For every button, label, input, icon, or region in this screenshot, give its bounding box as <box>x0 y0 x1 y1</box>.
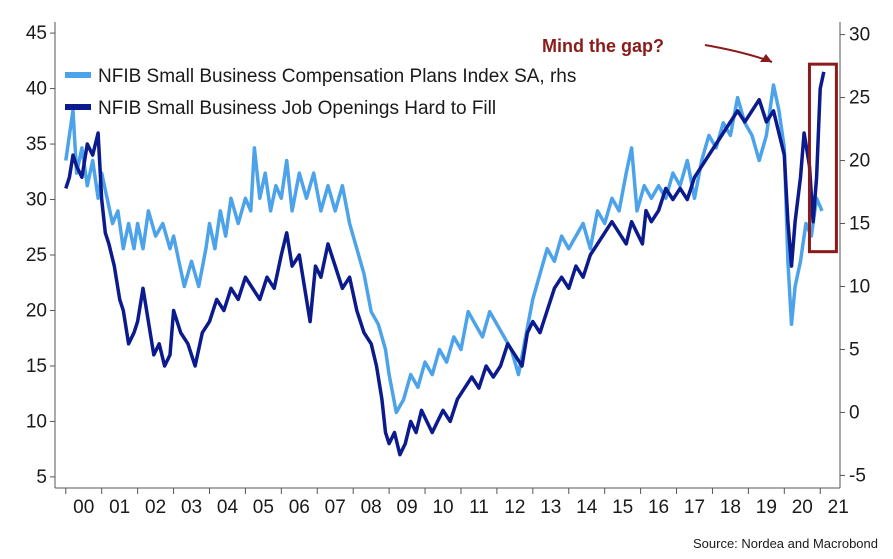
left-tick-label: 30 <box>26 190 47 211</box>
annotation: Mind the gap? <box>542 36 838 254</box>
left-tick-label: 15 <box>26 356 47 377</box>
right-axis: -5 0 5 10 15 20 25 30 <box>839 22 870 488</box>
source-note: Source: Nordea and Macrobond <box>693 536 878 551</box>
right-tick-label: -5 <box>849 465 866 486</box>
x-tick-label: 09 <box>397 497 418 518</box>
left-tick-label: 20 <box>26 300 47 321</box>
legend-label-compensation: NFIB Small Business Compensation Plans I… <box>98 66 576 87</box>
annotation-arrowhead <box>760 54 772 62</box>
x-tick-label: 02 <box>145 497 166 518</box>
series-line-compensation <box>64 83 824 415</box>
x-tick-label: 14 <box>576 497 598 518</box>
x-tick-label: 12 <box>504 497 525 518</box>
left-tick-label: 5 <box>36 467 47 488</box>
left-axis: 5 10 15 20 25 30 35 40 45 <box>26 22 56 488</box>
left-tick-label: 40 <box>26 79 47 100</box>
series-line-job-openings <box>64 71 826 457</box>
x-tick-label: 00 <box>73 497 94 518</box>
x-tick-label: 11 <box>469 497 489 518</box>
annotation-box <box>807 62 838 254</box>
right-tick-label: 15 <box>849 214 870 235</box>
right-tick-label: 0 <box>849 402 860 423</box>
x-tick-label: 20 <box>792 497 813 518</box>
left-tick-label: 45 <box>26 23 47 44</box>
right-tick-label: 25 <box>849 88 870 109</box>
right-tick-label: 10 <box>849 276 870 297</box>
right-tick-label: 20 <box>849 151 870 172</box>
x-tick-label: 07 <box>325 497 346 518</box>
x-tick-label: 03 <box>181 497 202 518</box>
x-tick-label: 17 <box>684 497 705 518</box>
left-tick-label: 35 <box>26 134 47 155</box>
x-tick-label: 16 <box>648 497 669 518</box>
right-tick-label: 5 <box>849 339 860 360</box>
left-tick-label: 25 <box>26 245 47 266</box>
x-tick-label: 05 <box>253 497 274 518</box>
x-tick-label: 15 <box>612 497 633 518</box>
x-tick-label: 19 <box>756 497 777 518</box>
x-axis: 00 01 02 03 04 05 06 07 08 09 10 11 12 13 14 15 16 17 18 19… <box>55 487 849 518</box>
right-tick-label: 30 <box>849 25 870 46</box>
legend-label-job-openings: NFIB Small Business Job Openings Hard to… <box>98 98 496 119</box>
left-tick-label: 10 <box>26 411 47 432</box>
x-tick-label: 18 <box>720 497 741 518</box>
legend: NFIB Small Business Compensation Plans I… <box>65 66 576 119</box>
x-tick-label: 06 <box>289 497 310 518</box>
annotation-text: Mind the gap? <box>542 36 664 56</box>
x-tick-label: 10 <box>432 497 453 518</box>
series-layer <box>64 71 826 457</box>
x-tick-label: 21 <box>828 497 849 518</box>
x-tick-label: 04 <box>217 497 239 518</box>
x-tick-label: 01 <box>109 497 130 518</box>
x-tick-label: 13 <box>540 497 561 518</box>
x-tick-label: 08 <box>361 497 382 518</box>
